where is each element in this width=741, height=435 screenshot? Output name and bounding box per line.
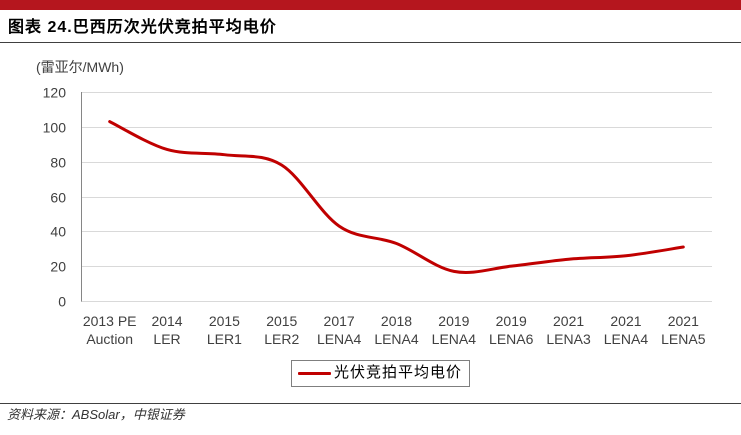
y-tick-label: 100 <box>43 120 67 136</box>
x-tick-label: 2021 LENA3 <box>546 313 591 347</box>
y-tick-label: 20 <box>50 259 66 275</box>
x-tick-label: 2014 LER <box>151 313 183 347</box>
top-accent-bar <box>0 0 741 10</box>
x-tick-label: 2013 PE Auction <box>82 313 137 347</box>
series-line <box>108 120 685 274</box>
y-axis-tick-labels: 0 20 40 60 80 100 120 <box>43 85 67 310</box>
legend-line-swatch <box>298 372 331 375</box>
source-divider <box>0 403 741 404</box>
x-tick-label: 2019 LENA4 <box>431 313 477 347</box>
chart-title: 图表 24.巴西历次光伏竞拍平均电价 <box>8 19 277 36</box>
x-tick-label: 2015 LER1 <box>206 313 242 347</box>
y-tick-label: 40 <box>50 224 66 240</box>
y-tick-label: 0 <box>58 294 66 310</box>
title-divider <box>0 42 741 43</box>
legend: 光伏竞拍平均电价 <box>291 360 470 387</box>
x-tick-label: 2018 LENA4 <box>374 313 419 347</box>
y-tick-label: 120 <box>43 85 67 101</box>
x-tick-label: 2021 LENA4 <box>603 313 649 347</box>
x-tick-label: 2021 LENA5 <box>661 313 706 347</box>
x-tick-label: 2015 LER2 <box>264 313 300 347</box>
y-tick-label: 60 <box>50 190 66 206</box>
x-tick-label: 2019 LENA6 <box>489 313 534 347</box>
y-tick-label: 80 <box>50 155 66 171</box>
y-axis-unit-label: (雷亚尔/MWh) <box>36 59 124 75</box>
gridlines <box>81 92 712 302</box>
x-tick-label: 2017 LENA4 <box>316 313 362 347</box>
legend-label: 光伏竞拍平均电价 <box>334 365 463 381</box>
series-group <box>108 120 685 274</box>
source-note: 资料来源：ABSolar，中银证券 <box>7 407 185 422</box>
